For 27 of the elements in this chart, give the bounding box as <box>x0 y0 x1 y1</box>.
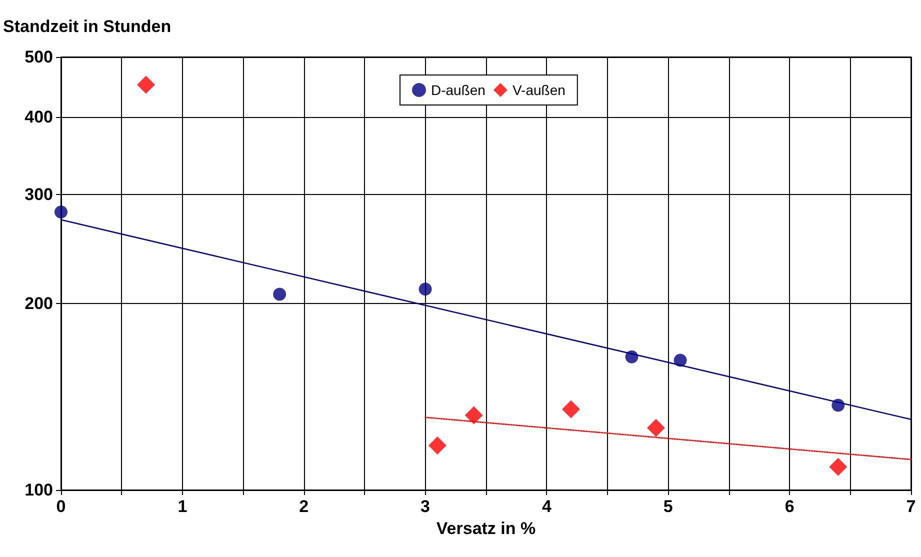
y-axis-title: Standzeit in Stunden <box>3 17 172 36</box>
legend-label: D-außen <box>431 82 486 98</box>
point <box>674 354 687 367</box>
point <box>273 288 286 301</box>
x-tick-label: 3 <box>420 497 430 516</box>
y-tick-label: 500 <box>24 48 53 66</box>
x-tick-label: 6 <box>784 497 794 516</box>
point <box>647 418 665 437</box>
x-tick-label: 4 <box>542 497 552 516</box>
y-tick-label: 100 <box>24 480 53 500</box>
x-tick-label: 1 <box>178 497 188 516</box>
x-axis-title: Versatz in % <box>436 519 536 538</box>
x-tick-label: 7 <box>906 497 916 516</box>
point <box>829 458 848 476</box>
y-tick-label: 400 <box>24 108 53 127</box>
y-tick-label: 300 <box>24 184 53 204</box>
x-tick-label: 0 <box>56 497 66 516</box>
point <box>54 206 68 219</box>
x-tick-label: 2 <box>299 497 309 516</box>
point <box>562 400 580 418</box>
point <box>428 436 446 454</box>
x-tick-label: 5 <box>663 497 673 516</box>
y-tick-label: 200 <box>24 294 53 314</box>
legend-label: V-außen <box>512 82 566 98</box>
point <box>418 282 432 296</box>
point <box>464 406 483 424</box>
point <box>137 76 155 94</box>
